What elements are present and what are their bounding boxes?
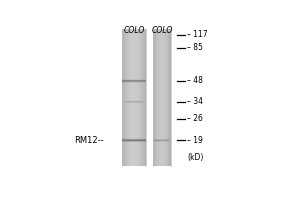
Text: – 117: – 117 [188, 30, 208, 39]
Text: (kD): (kD) [188, 153, 204, 162]
Bar [156, 29, 157, 166]
Bar [129, 29, 130, 166]
Text: RM12--: RM12-- [74, 136, 104, 145]
Bar [167, 29, 168, 166]
Text: COLO: COLO [123, 26, 145, 35]
Bar [142, 29, 143, 166]
Text: – 48: – 48 [188, 76, 203, 85]
Bar [131, 29, 132, 166]
Bar [160, 29, 161, 166]
Bar [141, 29, 142, 166]
Bar [157, 29, 158, 166]
Bar [128, 29, 129, 166]
Bar [135, 29, 136, 166]
Bar [161, 29, 162, 166]
Bar [130, 29, 131, 166]
Bar [143, 29, 144, 166]
Bar [138, 29, 139, 166]
Bar [153, 29, 154, 166]
Bar [122, 29, 123, 166]
Bar [145, 29, 146, 166]
Text: COLO: COLO [151, 26, 172, 35]
Bar [162, 29, 163, 166]
Bar [126, 29, 127, 166]
Bar [127, 29, 128, 166]
Bar [124, 29, 125, 166]
Bar [133, 29, 134, 166]
Bar [170, 29, 171, 166]
Bar [132, 29, 133, 166]
Bar [168, 29, 169, 166]
Bar [159, 29, 160, 166]
Bar [123, 29, 124, 166]
Bar [140, 29, 141, 166]
Text: – 34: – 34 [188, 97, 203, 106]
Bar [164, 29, 165, 166]
Bar [154, 29, 155, 166]
Text: – 26: – 26 [188, 114, 203, 123]
Bar [155, 29, 156, 166]
Bar [125, 29, 126, 166]
Bar [134, 29, 135, 166]
Bar [158, 29, 159, 166]
Bar [144, 29, 145, 166]
Bar [137, 29, 138, 166]
Text: – 85: – 85 [188, 43, 203, 52]
Bar [165, 29, 166, 166]
Bar [139, 29, 140, 166]
Bar [169, 29, 170, 166]
Bar [136, 29, 137, 166]
Text: – 19: – 19 [188, 136, 203, 145]
Bar [163, 29, 164, 166]
